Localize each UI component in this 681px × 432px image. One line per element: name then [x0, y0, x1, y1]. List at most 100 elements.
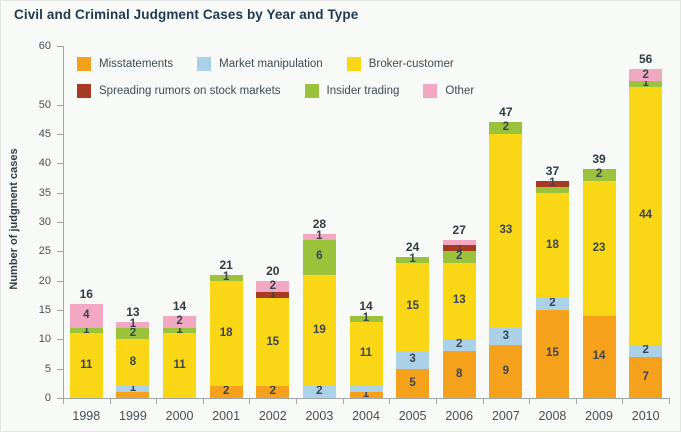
bar-segment-2007: 9 — [489, 345, 523, 398]
bar-segment-1999: 8 — [116, 339, 150, 387]
bar-segment-value: 1 — [129, 382, 137, 395]
bar-segment-value: 2 — [549, 297, 556, 310]
bar-segment-value: 2 — [502, 121, 510, 134]
bar-segment-2000: 2 — [163, 315, 197, 328]
bar-segment-value: 15 — [406, 300, 419, 313]
legend-row-2: Spreading rumors on stock markets Inside… — [77, 84, 474, 98]
bar-segment-value: 18 — [219, 326, 233, 339]
bar-segment-value: 2 — [642, 68, 649, 81]
bar-segment-value: 18 — [546, 238, 559, 251]
bar-total-label: 13 — [126, 304, 140, 319]
legend-row-1: Misstatements Market manipulation Broker… — [77, 57, 474, 71]
bar-segment-2003: 19 — [302, 274, 336, 387]
bar-segment-2002: 1 — [256, 289, 290, 300]
bar-segment-1999: 2 — [116, 326, 150, 340]
y-tick — [57, 251, 63, 253]
x-tick — [389, 399, 391, 404]
bar-segment-2001: 18 — [209, 280, 243, 387]
bar-total-label: 27 — [452, 222, 466, 237]
bar-segment-2002: 15 — [256, 298, 290, 387]
x-tick — [435, 399, 437, 404]
x-tick-label: 2008 — [538, 409, 567, 423]
bar-total-label: 24 — [405, 240, 420, 255]
bar-segment-1998: 11 — [69, 333, 103, 398]
x-tick-label: 2003 — [305, 409, 334, 423]
legend-item-misstatements: Misstatements — [77, 57, 173, 71]
bar-segment-2006 — [442, 239, 476, 246]
bar-total-label: 56 — [639, 52, 653, 67]
x-tick-label: 2010 — [631, 409, 660, 423]
bar-segment-2001: 2 — [209, 385, 243, 398]
bar-segment-2008: 18 — [535, 192, 569, 299]
y-tick-label: 60 — [38, 40, 51, 52]
x-tick — [342, 399, 344, 404]
bar-segment-value: 3 — [409, 353, 416, 366]
bar-segment-value: 14 — [592, 350, 606, 363]
bar-segment-2004: 1 — [349, 312, 383, 325]
insider-trading-swatch-icon — [304, 84, 319, 98]
bar-segment-2003: 6 — [302, 239, 336, 275]
x-tick-label: 2006 — [445, 409, 474, 423]
legend-item-label: Insider trading — [326, 85, 400, 97]
y-tick-label: 15 — [38, 304, 51, 316]
bar-segment-value: 2 — [129, 326, 137, 339]
bar-segment-value: 2 — [222, 385, 230, 398]
x-tick-label: 2009 — [585, 409, 613, 423]
bar-total-label: 14 — [359, 298, 373, 313]
bar-segment-2003: 2 — [302, 385, 336, 398]
bar-segment-2007: 2 — [489, 121, 523, 134]
bar-segment-2000: 1 — [163, 324, 197, 335]
y-tick-label: 35 — [38, 186, 51, 199]
bar-segment-2000: 11 — [163, 333, 197, 398]
bar-segment-value: 2 — [316, 385, 323, 398]
bar-segment-value: 11 — [359, 347, 373, 360]
x-tick-label: 2000 — [165, 409, 194, 423]
bar-segment-2010: 44 — [629, 87, 663, 346]
x-tick — [529, 399, 531, 404]
y-tick — [57, 222, 63, 223]
bar-segment-1998: 1 — [69, 323, 103, 336]
bar-segment-value: 5 — [409, 376, 416, 389]
bar-segment-value: 2 — [269, 279, 276, 292]
bar-segment-value: 4 — [83, 309, 90, 322]
bar-segment-1999: 1 — [116, 318, 150, 329]
x-tick — [109, 399, 111, 404]
bar-segment-2006: 1 — [442, 242, 476, 253]
bar-segment-value: 23 — [592, 241, 606, 254]
bar-total-label: 20 — [266, 263, 280, 278]
bar-segment-value: 2 — [269, 385, 276, 398]
y-tick-label: 50 — [38, 98, 51, 111]
x-tick — [156, 399, 158, 404]
x-tick — [249, 399, 251, 404]
broker-customer-swatch-icon — [346, 57, 361, 71]
bar-segment-2008: 15 — [535, 310, 569, 398]
bar-segment-2009: 23 — [582, 180, 616, 316]
bar-segment-2006: 2 — [442, 339, 476, 352]
legend-item-insider-trading: Insider trading — [304, 84, 400, 98]
x-tick-label: 2005 — [398, 409, 427, 423]
bar-segment-value: 33 — [499, 224, 513, 237]
y-tick — [57, 398, 63, 399]
bar-segment-value: 6 — [316, 250, 323, 263]
bar-segment-value: 9 — [502, 364, 510, 377]
y-tick-label: 0 — [44, 392, 51, 404]
bar-segment-value: 8 — [129, 356, 137, 369]
bar-segment-value: 15 — [266, 335, 280, 348]
bar-segment-value: 1 — [362, 388, 370, 401]
bar-segment-value: 1 — [222, 270, 230, 283]
bar-segment-value: 1 — [362, 312, 370, 325]
bar-segment-2010: 1 — [629, 78, 663, 89]
bar-segment-2008 — [535, 186, 569, 193]
spreading-rumors-swatch-icon — [77, 84, 91, 98]
bar-segment-value: 1 — [269, 288, 276, 301]
bar-segment-2002: 2 — [256, 279, 290, 293]
bar-total-label: 21 — [219, 257, 233, 272]
bar-segment-value: 1 — [83, 323, 90, 336]
y-axis-title: Number of judgment cases — [8, 148, 20, 290]
x-tick-label: 2002 — [258, 409, 287, 423]
bar-segment-2010: 2 — [629, 68, 663, 82]
bar-segment-2006: 8 — [442, 351, 476, 398]
y-tick-label: 20 — [38, 274, 51, 287]
y-tick — [57, 46, 63, 47]
